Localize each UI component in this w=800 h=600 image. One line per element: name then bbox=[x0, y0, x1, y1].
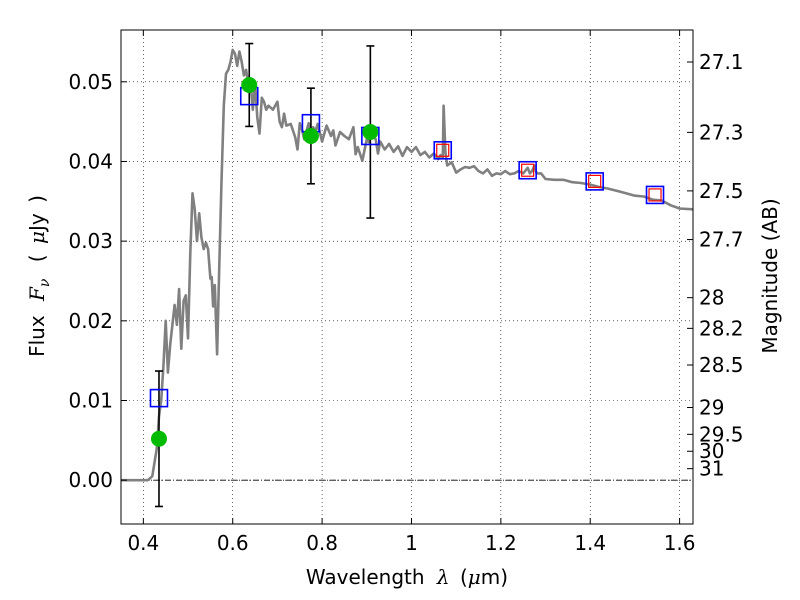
model-box-inner bbox=[588, 174, 602, 188]
model-box bbox=[149, 388, 169, 408]
model-box bbox=[585, 172, 604, 191]
observed-point bbox=[241, 76, 258, 93]
grid-layer bbox=[121, 30, 693, 524]
magnitude-tick-label: 28 bbox=[699, 286, 724, 310]
magnitude-tick-label: 27.5 bbox=[699, 179, 744, 203]
model-box bbox=[645, 185, 665, 205]
plot-frame bbox=[120, 29, 694, 525]
magnitude-tick-label: 29.5 bbox=[699, 422, 744, 446]
x-tick-label: 1.4 bbox=[574, 531, 606, 555]
observed-point bbox=[302, 127, 319, 144]
magnitude-tick-label: 27.3 bbox=[699, 120, 744, 144]
magnitude-tick-label: 27.1 bbox=[699, 50, 744, 74]
x-tick-label: 0.8 bbox=[306, 531, 338, 555]
observed-point bbox=[150, 430, 167, 447]
magnitude-tick-label: 28.2 bbox=[699, 316, 744, 340]
y-axis-ticks: 0.00 0.01 0.02 0.03 0.04 0.05 bbox=[68, 70, 127, 492]
plot-data-layer bbox=[121, 42, 694, 508]
y-tick-label: 0.02 bbox=[68, 309, 113, 333]
magnitude-tick-label: 27.7 bbox=[699, 228, 744, 252]
y-tick-label: 0.00 bbox=[68, 468, 113, 492]
model-box bbox=[518, 160, 537, 180]
observed-point bbox=[362, 123, 379, 140]
x-tick-label: 1 bbox=[405, 531, 418, 555]
x-axis-ticks: 0.4 0.6 0.8 1 1.2 1.4 1.6 bbox=[127, 30, 696, 555]
model-box-group bbox=[149, 86, 665, 408]
magnitude-tick-label: 30 bbox=[699, 439, 724, 463]
y-tick-label: 0.05 bbox=[68, 70, 113, 94]
magnitude-axis-label: Magnitude (AB) bbox=[758, 198, 782, 353]
y-tick-label: 0.01 bbox=[68, 389, 113, 413]
model-spectrum-line bbox=[121, 48, 694, 482]
y-tick-label: 0.03 bbox=[68, 229, 113, 253]
y-tick-label: 0.04 bbox=[68, 149, 113, 173]
errorbar-group bbox=[154, 42, 375, 508]
x-tick-label: 1.6 bbox=[664, 531, 696, 555]
x-tick-label: 1.2 bbox=[485, 531, 517, 555]
x-axis-label: Wavelength λ (μm) bbox=[306, 565, 508, 589]
y-axis-label: Flux Fν ( μJy ) bbox=[25, 195, 54, 357]
model-box bbox=[433, 141, 453, 160]
model-box-inner bbox=[436, 143, 450, 157]
x-tick-label: 0.6 bbox=[217, 531, 249, 555]
magnitude-tick-label: 28.5 bbox=[699, 353, 744, 377]
x-tick-label: 0.4 bbox=[127, 531, 159, 555]
magnitude-tick-label: 31 bbox=[699, 457, 724, 481]
model-box-inner bbox=[648, 188, 662, 202]
model-box-inner bbox=[521, 163, 535, 177]
magnitude-tick-label: 29 bbox=[699, 396, 724, 420]
observed-point-group bbox=[150, 76, 379, 447]
